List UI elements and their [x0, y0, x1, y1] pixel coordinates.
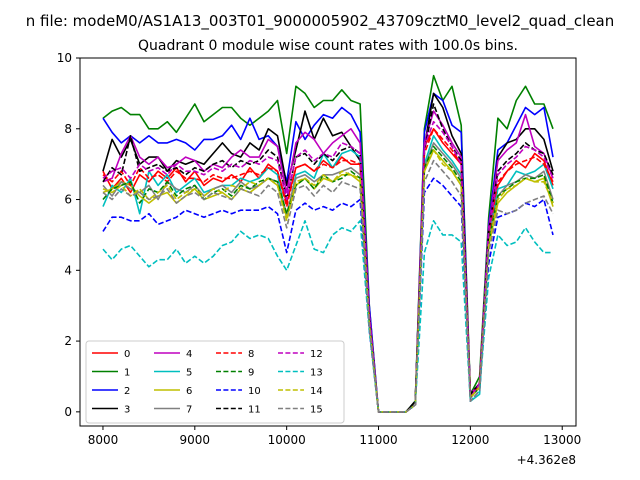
y-tick-label: 2 [64, 334, 72, 348]
series-line-14 [102, 149, 554, 413]
chart-title: Quadrant 0 module wise count rates with … [138, 38, 518, 54]
x-axis: 8000 9000 10000 11000 12000 13000 [88, 426, 581, 447]
x-offset-label: +4.362e8 [517, 453, 576, 467]
legend-label: 6 [186, 386, 192, 397]
legend-label: 3 [124, 405, 130, 416]
x-tick-label: 8000 [88, 433, 119, 447]
x-tick-label: 10000 [268, 433, 306, 447]
y-tick-label: 4 [64, 263, 72, 277]
series-line-10 [102, 177, 554, 413]
series-line-11 [102, 103, 554, 413]
legend-label: 5 [186, 368, 192, 379]
legend-label: 2 [124, 386, 130, 397]
legend-label: 7 [186, 405, 192, 416]
series-line-1 [102, 74, 554, 413]
y-axis: 0 2 4 6 8 10 [57, 51, 80, 419]
legend-label: 11 [248, 405, 261, 416]
legend-label: 4 [186, 349, 192, 360]
legend-label: 8 [248, 349, 254, 360]
legend-label: 9 [248, 368, 254, 379]
legend-box [85, 340, 345, 424]
x-tick-label: 12000 [451, 433, 489, 447]
legend-label: 1 [124, 368, 130, 379]
figure-suptitle: n file: modeM0/AS1A13_003T01_9000005902_… [26, 12, 615, 31]
legend-label: 12 [310, 349, 323, 360]
x-tick-label: 11000 [359, 433, 397, 447]
legend-label: 10 [248, 386, 261, 397]
legend-label: 0 [124, 349, 130, 360]
series-line-15 [102, 159, 554, 413]
axes-frame [79, 57, 577, 427]
series-line-13 [102, 220, 553, 413]
legend-label: 13 [310, 368, 323, 379]
series-line-12 [102, 120, 554, 413]
series-layer [102, 74, 554, 413]
legend-label: 15 [310, 405, 323, 416]
series-line-8 [102, 128, 554, 413]
legend-label: 14 [310, 386, 323, 397]
y-tick-label: 0 [64, 405, 72, 419]
y-tick-label: 10 [57, 51, 72, 65]
x-tick-label: 9000 [180, 433, 211, 447]
y-tick-label: 8 [64, 122, 72, 136]
series-line-5 [102, 135, 554, 413]
x-tick-label: 13000 [543, 433, 581, 447]
y-tick-label: 6 [64, 193, 72, 207]
